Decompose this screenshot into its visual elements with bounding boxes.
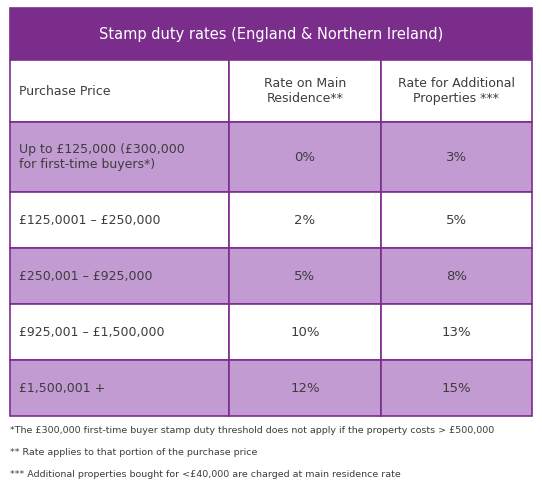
Text: Rate on Main
Residence**: Rate on Main Residence** [264,77,346,105]
Bar [10,122,229,192]
Text: Up to £125,000 (£300,000
for first-time buyers*): Up to £125,000 (£300,000 for first-time … [19,143,185,171]
Text: 13%: 13% [442,326,471,339]
Text: 5%: 5% [446,214,467,227]
Text: £250,001 – £925,000: £250,001 – £925,000 [19,269,152,282]
Text: Purchase Price: Purchase Price [19,85,111,98]
Bar [380,248,532,304]
Text: 3%: 3% [446,150,467,163]
Bar [10,360,229,416]
Text: *The £300,000 first-time buyer stamp duty threshold does not apply if the proper: *The £300,000 first-time buyer stamp dut… [10,426,494,435]
Bar [229,60,380,122]
Text: 2%: 2% [294,214,315,227]
Bar [380,192,532,248]
Bar [229,360,380,416]
Text: 8%: 8% [446,269,467,282]
Text: £125,0001 – £250,000: £125,0001 – £250,000 [19,214,160,227]
Bar [229,192,380,248]
Bar [229,304,380,360]
Bar [380,360,532,416]
Bar [380,122,532,192]
Bar [10,248,229,304]
Text: 0%: 0% [294,150,315,163]
Bar [229,122,380,192]
Bar [10,60,229,122]
Text: 5%: 5% [294,269,315,282]
Bar [10,304,229,360]
Text: £1,500,001 +: £1,500,001 + [19,381,105,394]
Text: 10%: 10% [290,326,320,339]
Text: Rate for Additional
Properties ***: Rate for Additional Properties *** [398,77,515,105]
Text: ** Rate applies to that portion of the purchase price: ** Rate applies to that portion of the p… [10,448,257,457]
Text: 15%: 15% [442,381,471,394]
Bar [229,248,380,304]
Bar [10,8,532,60]
Bar [380,304,532,360]
Text: 12%: 12% [290,381,320,394]
Text: Stamp duty rates (England & Northern Ireland): Stamp duty rates (England & Northern Ire… [99,26,443,41]
Bar [10,192,229,248]
Bar [380,60,532,122]
Text: *** Additional properties bought for <£40,000 are charged at main residence rate: *** Additional properties bought for <£4… [10,470,401,479]
Text: £925,001 – £1,500,000: £925,001 – £1,500,000 [19,326,165,339]
